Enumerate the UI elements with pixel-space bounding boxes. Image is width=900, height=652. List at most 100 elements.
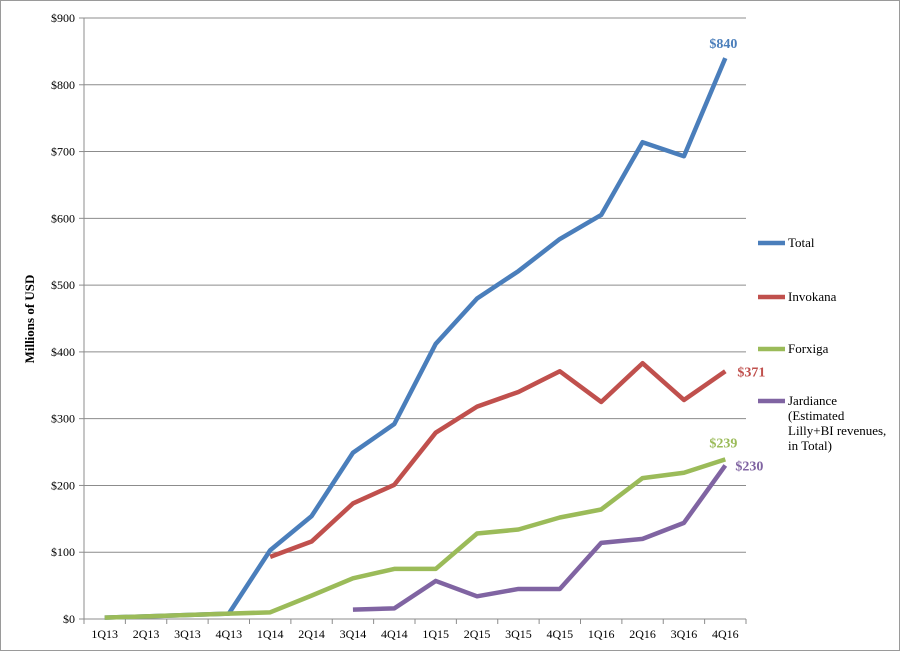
data-point-jardiance (641, 537, 645, 541)
x-tick-label: 4Q13 (215, 627, 242, 641)
data-point-invokana (599, 400, 603, 404)
data-point-invokana (434, 431, 438, 435)
x-tick-label: 3Q15 (505, 627, 532, 641)
data-point-forxiga (516, 528, 520, 532)
data-point-jardiance (475, 594, 479, 598)
y-axis-title: Millions of USD (22, 275, 37, 364)
y-tick-label: $700 (51, 145, 75, 159)
data-point-jardiance (351, 608, 355, 612)
series-line-total (104, 57, 728, 620)
data-point-total (641, 140, 645, 144)
data-point-total (351, 451, 355, 455)
data-point-total (723, 56, 727, 60)
data-point-total (268, 548, 272, 552)
gridlines (84, 17, 746, 553)
data-point-forxiga (434, 567, 438, 571)
data-point-invokana (392, 483, 396, 487)
legend-label-jardiance: Jardiance (788, 393, 837, 408)
data-point-invokana (268, 555, 272, 559)
x-tick-label: 4Q15 (546, 627, 573, 641)
legend-label-jardiance: in Total) (788, 438, 832, 453)
series-line-jardiance (352, 464, 728, 612)
x-tick-label: 2Q15 (464, 627, 491, 641)
data-point-forxiga (268, 610, 272, 614)
data-point-forxiga (558, 515, 562, 519)
x-tick-label: 3Q16 (671, 627, 698, 641)
x-tick-labels: 1Q13 2Q13 3Q13 4Q13 1Q14 2Q14 3Q14 4Q14 1Q15 2Q15… (91, 627, 738, 641)
series-line-forxiga (104, 457, 727, 620)
y-tick-label: $600 (51, 211, 75, 225)
data-point-jardiance (723, 463, 727, 467)
end-label-jardiance: $230 (735, 459, 763, 474)
y-tick-label: $100 (51, 545, 75, 559)
x-tick-label: 2Q14 (298, 627, 325, 641)
legend-label-forxiga: Forxiga (788, 341, 829, 356)
data-point-forxiga (599, 507, 603, 511)
y-tick-label: $500 (51, 278, 75, 292)
y-tick-label: $800 (51, 78, 75, 92)
series-line-invokana (269, 360, 727, 560)
data-point-total (558, 237, 562, 241)
data-point-jardiance (392, 606, 396, 610)
series-lines (103, 56, 728, 620)
data-point-jardiance (558, 587, 562, 591)
data-point-invokana (723, 369, 727, 373)
data-point-invokana (475, 405, 479, 409)
data-point-forxiga (475, 532, 479, 536)
y-tick-label: $300 (51, 412, 75, 426)
end-label-invokana: $371 (737, 365, 765, 380)
x-tick-label: 1Q16 (588, 627, 615, 641)
data-point-invokana (351, 501, 355, 505)
data-point-invokana (558, 369, 562, 373)
x-tick-label: 4Q16 (712, 627, 739, 641)
data-point-total (516, 269, 520, 273)
data-point-forxiga (351, 576, 355, 580)
x-tick-label: 3Q13 (174, 627, 201, 641)
y-tick-labels: $0 $100 $200 $300 $400 $500 $600 $700 $800 $900 (51, 11, 75, 626)
data-point-forxiga (723, 457, 727, 461)
data-point-jardiance (434, 579, 438, 583)
legend-label-jardiance: (Estimated (788, 408, 845, 423)
x-tick-label: 1Q14 (257, 627, 284, 641)
y-tick-label: $0 (63, 612, 75, 626)
y-tick-label: $200 (51, 478, 75, 492)
x-tick-label: 2Q13 (133, 627, 160, 641)
data-point-jardiance (682, 521, 686, 525)
data-point-forxiga (641, 476, 645, 480)
data-point-forxiga (144, 614, 148, 618)
end-label-total: $840 (709, 37, 737, 52)
data-point-forxiga (185, 613, 189, 617)
data-point-forxiga (392, 567, 396, 571)
data-point-invokana (641, 361, 645, 365)
data-point-invokana (516, 390, 520, 394)
legend-label-jardiance: Lilly+BI revenues, (788, 423, 886, 438)
data-point-total (392, 422, 396, 426)
data-point-forxiga (103, 616, 107, 620)
end-label-forxiga: $239 (709, 436, 737, 451)
data-point-total (310, 514, 314, 518)
data-point-total (475, 296, 479, 300)
x-tick-label: 4Q14 (381, 627, 408, 641)
legend-label-total: Total (788, 235, 815, 250)
x-tick-label: 2Q16 (629, 627, 656, 641)
data-point-jardiance (516, 587, 520, 591)
data-point-forxiga (682, 471, 686, 475)
data-point-forxiga (310, 594, 314, 598)
y-tick-label: $400 (51, 345, 75, 359)
data-point-invokana (310, 540, 314, 544)
axes (79, 17, 747, 624)
data-point-total (434, 342, 438, 346)
data-point-invokana (682, 398, 686, 402)
legend: Total Invokana Forxiga Jardiance(EstimatedL… (758, 235, 886, 453)
end-labels: $840 $371 $239 $230 (709, 37, 765, 474)
x-tick-label: 1Q15 (422, 627, 449, 641)
data-point-total (682, 154, 686, 158)
y-tick-label: $900 (51, 11, 75, 25)
x-tick-label: 1Q13 (91, 627, 118, 641)
data-point-jardiance (599, 541, 603, 545)
data-point-total (599, 213, 603, 217)
data-point-forxiga (227, 612, 231, 616)
x-tick-label: 3Q14 (340, 627, 367, 641)
